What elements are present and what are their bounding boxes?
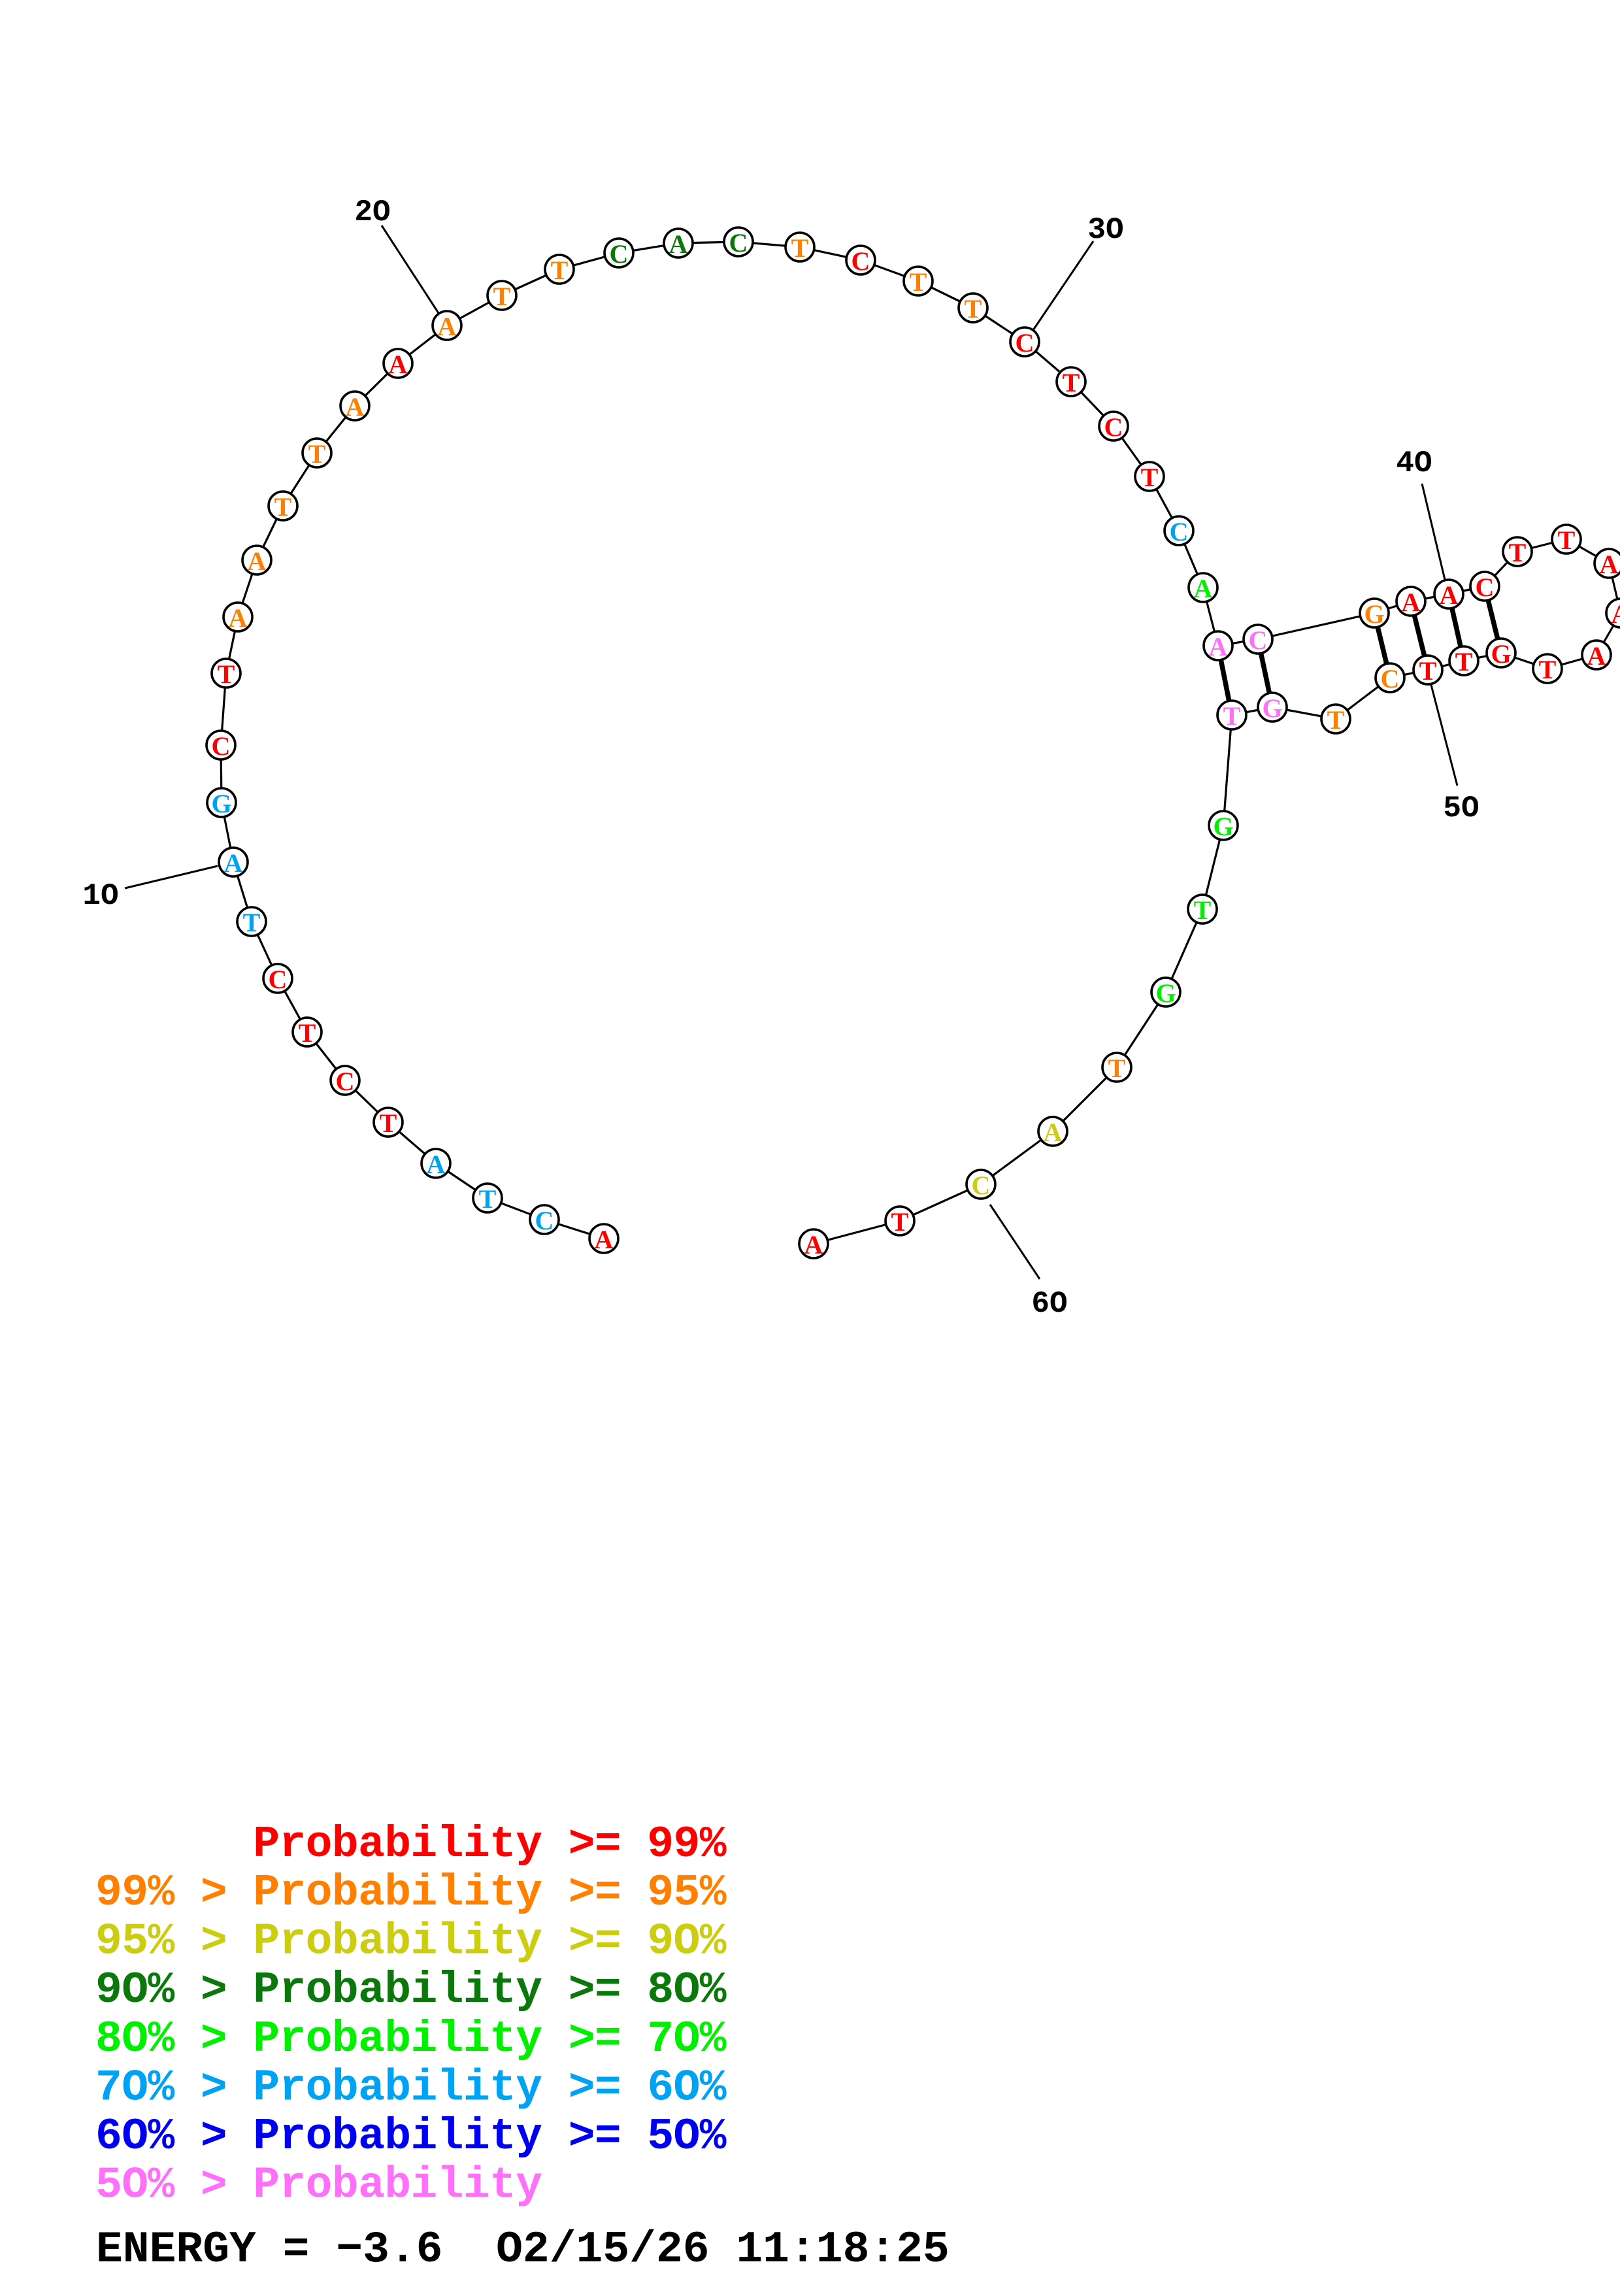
svg-text:G: G [1491,639,1511,669]
svg-text:A: A [248,546,267,576]
svg-text:C: C [269,965,288,994]
svg-text:5O% > Probability: 5O% > Probability [95,2161,542,2211]
svg-text:A: A [1194,574,1213,603]
svg-text:C: C [851,246,870,276]
svg-text:T: T [1539,655,1557,684]
svg-text:T: T [1455,647,1473,676]
svg-text:T: T [299,1018,316,1048]
svg-text:T: T [380,1108,397,1138]
svg-text:C: C [610,239,629,269]
svg-text:T: T [493,282,511,311]
svg-text:C: C [535,1206,554,1235]
svg-text:Probability >= 99%: Probability >= 99% [253,1820,727,1870]
svg-text:A: A [1587,641,1606,671]
svg-text:T: T [1141,463,1159,492]
svg-text:T: T [1509,538,1527,567]
svg-text:ENERGY = −3.6 O2/15/26 11:18:: ENERGY = −3.6 O2/15/26 11:18:25 [96,2225,950,2275]
svg-text:T: T [551,256,569,285]
svg-text:T: T [1327,705,1345,735]
svg-text:C: C [1104,412,1123,442]
svg-text:A: A [595,1225,614,1254]
svg-text:G: G [1364,599,1384,629]
svg-text:A: A [427,1150,446,1179]
svg-text:A: A [1600,550,1619,579]
svg-text:5O: 5O [1443,791,1479,825]
svg-text:C: C [212,731,231,761]
svg-text:3O: 3O [1087,213,1123,247]
svg-text:6O% > Probability >= 5O%: 6O% > Probability >= 5O% [95,2112,727,2162]
svg-text:A: A [229,603,248,633]
svg-text:A: A [804,1230,823,1259]
svg-text:A: A [669,229,688,259]
svg-text:99% > Probability >= 95%: 99% > Probability >= 95% [95,1868,727,1918]
svg-text:A: A [389,350,408,379]
svg-text:T: T [891,1207,909,1237]
svg-text:A: A [1612,599,1620,629]
svg-text:C: C [1170,517,1189,546]
svg-text:G: G [211,789,231,818]
svg-text:C: C [729,228,748,258]
svg-text:A: A [346,392,365,422]
svg-text:C: C [1016,328,1034,358]
svg-text:T: T [1108,1054,1126,1083]
svg-text:A: A [1402,588,1421,617]
svg-text:T: T [243,908,261,937]
svg-text:6O: 6O [1031,1287,1067,1321]
svg-text:7O% > Probability >= 6O%: 7O% > Probability >= 6O% [95,2063,727,2113]
svg-text:C: C [1476,573,1495,602]
svg-text:T: T [1063,368,1080,397]
svg-text:A: A [1044,1118,1063,1147]
svg-text:C: C [1249,625,1268,655]
svg-text:A: A [438,312,457,341]
svg-text:A: A [224,848,243,878]
svg-text:C: C [1381,664,1400,693]
svg-text:T: T [308,439,326,469]
svg-text:T: T [1558,525,1576,555]
svg-text:T: T [910,267,927,297]
svg-text:T: T [218,659,235,689]
svg-text:4O: 4O [1396,446,1432,480]
svg-text:95% > Probability >= 9O%: 95% > Probability >= 9O% [95,1917,727,1967]
svg-text:G: G [1155,978,1176,1008]
svg-text:A: A [1209,632,1228,661]
svg-text:T: T [965,294,982,324]
svg-text:8O% > Probability >= 7O%: 8O% > Probability >= 7O% [95,2014,727,2065]
svg-text:T: T [1223,701,1241,731]
svg-text:1O: 1O [82,879,118,913]
svg-text:9O% > Probability >= 8O%: 9O% > Probability >= 8O% [95,1965,727,2016]
svg-text:T: T [1419,656,1437,686]
svg-text:C: C [972,1171,991,1200]
svg-text:A: A [1440,580,1459,610]
svg-text:G: G [1262,693,1282,723]
svg-text:2O: 2O [354,195,390,229]
svg-text:C: C [336,1067,355,1096]
svg-text:G: G [1213,812,1233,841]
svg-text:T: T [274,492,292,522]
svg-text:T: T [479,1184,497,1214]
svg-text:T: T [1194,895,1212,925]
svg-text:T: T [791,233,809,263]
